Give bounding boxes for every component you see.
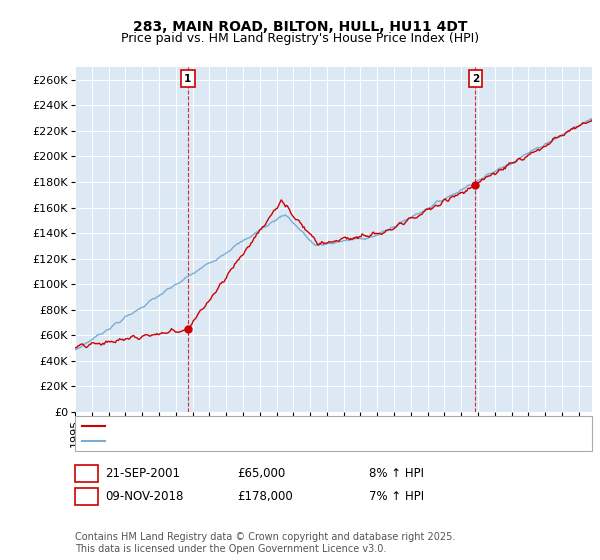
Text: 283, MAIN ROAD, BILTON, HULL, HU11 4DT: 283, MAIN ROAD, BILTON, HULL, HU11 4DT	[133, 20, 467, 34]
Text: 1: 1	[184, 73, 191, 83]
Text: £178,000: £178,000	[237, 489, 293, 503]
Text: 2: 2	[82, 489, 91, 503]
Text: 8% ↑ HPI: 8% ↑ HPI	[369, 467, 424, 480]
Text: 21-SEP-2001: 21-SEP-2001	[105, 467, 180, 480]
Text: 7% ↑ HPI: 7% ↑ HPI	[369, 489, 424, 503]
Text: 283, MAIN ROAD, BILTON, HULL, HU11 4DT (semi-detached house): 283, MAIN ROAD, BILTON, HULL, HU11 4DT (…	[108, 421, 479, 431]
Text: 1: 1	[82, 467, 91, 480]
Text: Price paid vs. HM Land Registry's House Price Index (HPI): Price paid vs. HM Land Registry's House …	[121, 32, 479, 45]
Text: Contains HM Land Registry data © Crown copyright and database right 2025.
This d: Contains HM Land Registry data © Crown c…	[75, 532, 455, 554]
Text: HPI: Average price, semi-detached house, East Riding of Yorkshire: HPI: Average price, semi-detached house,…	[108, 436, 476, 446]
Text: 09-NOV-2018: 09-NOV-2018	[105, 489, 184, 503]
Text: 2: 2	[472, 73, 479, 83]
Text: £65,000: £65,000	[237, 467, 285, 480]
